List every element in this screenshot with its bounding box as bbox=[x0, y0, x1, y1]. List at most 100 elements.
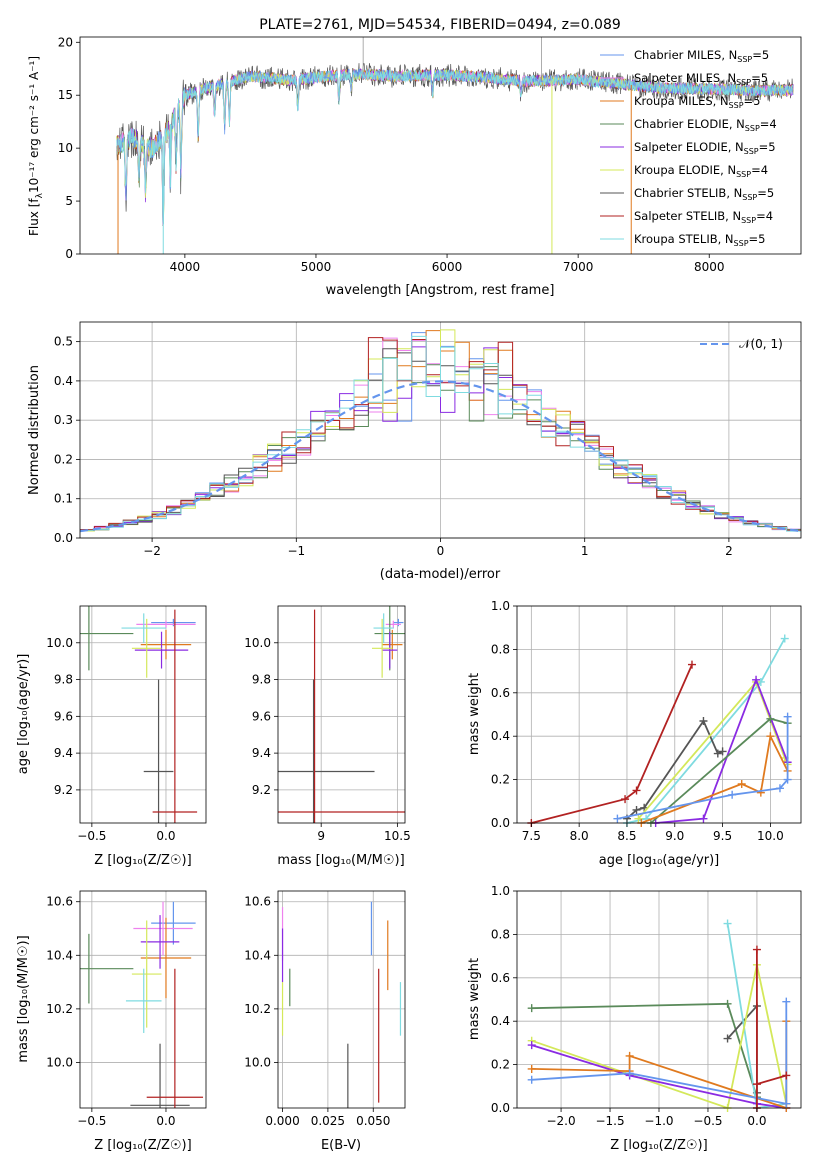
y-tick-label: 10.4 bbox=[244, 948, 271, 962]
spectrum-title: PLATE=2761, MJD=54534, FIBERID=0494, z=0… bbox=[259, 17, 621, 33]
weight-vs-age-xlabel: age [log₁₀(age/yr)] bbox=[599, 853, 720, 868]
kroupa-miles-weight-marker bbox=[625, 1051, 634, 1060]
x-tick-label: 7000 bbox=[563, 260, 594, 274]
age-vs-z-ylabel: age [log₁₀(age/yr)] bbox=[16, 654, 31, 775]
salpeter-elodie-histogram bbox=[80, 346, 801, 532]
legend-label: Kroupa MILES, NSSP=5 bbox=[634, 94, 760, 110]
spectrum-axes-frame bbox=[79, 36, 802, 255]
x-tick-label: 8.0 bbox=[570, 829, 589, 843]
chabrier-miles-weight-marker bbox=[783, 775, 792, 784]
age-vs-z-xlabel: Z [log₁₀(Z/Z☉)] bbox=[94, 853, 191, 868]
x-tick-label: 6000 bbox=[432, 260, 463, 274]
y-tick-label: 9.2 bbox=[252, 783, 271, 797]
x-tick-label: 0.0 bbox=[747, 1114, 766, 1128]
y-tick-label: 0.1 bbox=[54, 492, 73, 506]
x-tick-label: 9.5 bbox=[713, 829, 732, 843]
y-tick-label: 0.5 bbox=[54, 335, 73, 349]
salpeter-stelib-weight-marker bbox=[752, 945, 761, 954]
kroupa-stelib-weight-marker bbox=[780, 634, 789, 643]
salpeter-elodie-weight-marker bbox=[527, 1041, 536, 1050]
y-tick-label: 9.4 bbox=[54, 746, 73, 760]
y-tick-label: 9.8 bbox=[252, 673, 271, 687]
x-tick-label: 10.5 bbox=[384, 829, 411, 843]
kroupa-elodie-weight-marker bbox=[634, 814, 643, 823]
x-tick-label: 10.0 bbox=[757, 829, 784, 843]
spectrum-xlabel: wavelength [Angstrom, rest frame] bbox=[326, 283, 555, 298]
chabrier-stelib-weight-marker bbox=[723, 1034, 732, 1043]
legend-subscript: SSP bbox=[745, 124, 760, 133]
y-tick-label: 9.2 bbox=[54, 783, 73, 797]
x-tick-label: 0 bbox=[437, 544, 445, 558]
gaussian-legend-label: 𝒩(0, 1) bbox=[739, 337, 783, 351]
mass-vs-z-panel: −0.5 0.010.010.210.410.6 Z [log₁₀(Z/Z☉)] … bbox=[16, 890, 207, 1153]
mass-vs-ebv-axes-frame bbox=[277, 890, 406, 1109]
y-tick-label: 10 bbox=[58, 141, 73, 155]
salpeter-stelib-weight-marker bbox=[687, 660, 696, 669]
x-tick-label: −0.5 bbox=[77, 1114, 106, 1128]
y-tick-label: 0.2 bbox=[54, 452, 73, 466]
x-tick-label: −0.5 bbox=[77, 829, 106, 843]
age-vs-z-axes-frame bbox=[79, 605, 207, 824]
kroupa-stelib-spectrum-line bbox=[116, 68, 794, 224]
legend-count: =5 bbox=[757, 186, 774, 200]
spectrum-ylabel: Flux [fλ10⁻¹⁷ erg cm⁻² s⁻¹ A⁻¹] bbox=[27, 56, 45, 236]
legend-label-text: Chabrier STELIB, N bbox=[634, 186, 742, 200]
kroupa-miles-weight-marker bbox=[737, 779, 746, 788]
y-tick-label: 9.4 bbox=[252, 746, 271, 760]
kroupa-stelib-histogram bbox=[80, 335, 801, 532]
residuals-legend: 𝒩(0, 1) bbox=[700, 337, 783, 351]
legend-count: =5 bbox=[744, 94, 761, 108]
age-vs-z-panel: −0.5 0.09.29.49.69.810.0 Z [log₁₀(Z/Z☉)] … bbox=[16, 605, 207, 868]
x-tick-label: −1.5 bbox=[595, 1114, 624, 1128]
x-tick-label: −0.5 bbox=[693, 1114, 722, 1128]
y-tick-label: 5 bbox=[65, 194, 73, 208]
chabrier-miles-weight-marker bbox=[527, 1075, 536, 1084]
chabrier-miles-weight-marker bbox=[775, 784, 784, 793]
x-tick-label: 0.0 bbox=[156, 829, 175, 843]
chabrier-stelib-weight-marker bbox=[718, 747, 727, 756]
legend-count: =5 bbox=[751, 71, 768, 85]
legend-label: Chabrier MILES, NSSP=5 bbox=[634, 48, 769, 64]
chabrier-miles-weight-line bbox=[617, 716, 789, 820]
y-tick-label: 0.4 bbox=[491, 729, 510, 743]
mass-vs-z-ylabel: mass [log₁₀(M/M☉)] bbox=[16, 935, 31, 1062]
kroupa-miles-weight-marker bbox=[527, 1064, 536, 1073]
y-tick-label: 20 bbox=[58, 35, 73, 49]
kroupa-miles-weight-marker bbox=[766, 732, 775, 741]
y-tick-label: 0.6 bbox=[491, 971, 510, 985]
y-tick-label: 10.6 bbox=[46, 895, 73, 909]
chabrier-miles-weight-marker bbox=[613, 814, 622, 823]
y-tick-label: 0.4 bbox=[491, 1014, 510, 1028]
weight-vs-age-ylabel: mass weight bbox=[467, 673, 482, 755]
y-tick-label: 0.3 bbox=[54, 413, 73, 427]
chabrier-miles-weight-line bbox=[531, 1001, 788, 1105]
legend-subscript: SSP bbox=[734, 239, 749, 248]
chabrier-miles-weight-marker bbox=[782, 997, 791, 1006]
x-tick-label: 9 bbox=[317, 829, 325, 843]
x-tick-label: −2 bbox=[143, 544, 161, 558]
y-tick-label: 0.0 bbox=[491, 816, 510, 830]
y-tick-label: 0 bbox=[65, 247, 73, 261]
legend-subscript: SSP bbox=[737, 55, 752, 64]
chabrier-elodie-weight-marker bbox=[766, 714, 775, 723]
legend-subscript: SSP bbox=[736, 78, 751, 87]
chabrier-elodie-weight-marker bbox=[527, 1004, 536, 1013]
chabrier-stelib-weight-marker bbox=[713, 749, 722, 758]
mass-vs-ebv-xlabel: E(B-V) bbox=[321, 1138, 361, 1153]
legend-subscript: SSP bbox=[741, 216, 756, 225]
legend-count: =4 bbox=[756, 209, 773, 223]
weight-vs-z-ylabel: mass weight bbox=[467, 958, 482, 1040]
y-tick-label: 0.4 bbox=[54, 374, 73, 388]
salpeter-elodie-weight-line bbox=[531, 1044, 787, 1109]
kroupa-stelib-weight-marker bbox=[723, 919, 732, 928]
x-tick-label: 8.5 bbox=[617, 829, 636, 843]
mass-vs-z-axes-frame bbox=[79, 890, 207, 1109]
y-tick-label: 10.2 bbox=[46, 1002, 73, 1016]
legend-label-text: Chabrier MILES, N bbox=[634, 48, 737, 62]
y-tick-label: 10.0 bbox=[46, 636, 73, 650]
legend-label: Salpeter MILES, NSSP=5 bbox=[634, 71, 768, 87]
weight-vs-age-panel: 7.5 8.0 8.5 9.0 9.5 10.0 0.0 0.2 0.4 0.6 0.8 1.0 ag… bbox=[467, 599, 802, 868]
salpeter-stelib-weight-marker bbox=[632, 786, 641, 795]
age-vs-mass-panel: 9 10.5 9.2 9.4 9.6 9.8 10.0 mass [log₁₀(M/M☉)] bbox=[244, 605, 411, 868]
legend-label: Salpeter ELODIE, NSSP=5 bbox=[634, 140, 776, 156]
